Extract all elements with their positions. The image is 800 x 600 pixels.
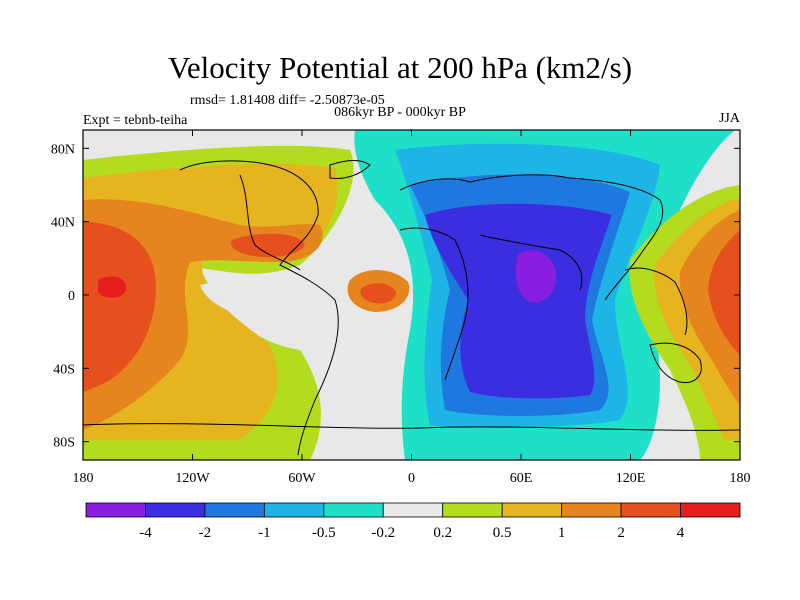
y-axis: 80N 40N 0 40S 80S	[51, 142, 740, 451]
x-tick-label: 180	[73, 471, 94, 486]
colorbar-swatch	[85, 502, 146, 518]
contour-fill	[83, 222, 156, 392]
y-tick-label: 80N	[51, 142, 75, 157]
colorbar: -4 -2 -1 -0.5 -0.2 0.2 0.5 1 2 4	[85, 502, 741, 541]
x-tick-label: 60W	[288, 471, 316, 486]
y-tick-label: 40S	[53, 362, 75, 377]
period-label: 086kyr BP - 000kyr BP	[334, 105, 466, 120]
y-tick-label: 40N	[51, 216, 75, 231]
colorbar-swatch	[204, 502, 265, 518]
colorbar-swatch	[382, 502, 444, 518]
colorbar-label: -0.2	[371, 525, 395, 541]
colorbar-label: -2	[199, 525, 212, 541]
velocity-potential-field	[83, 130, 740, 460]
colorbar-label: -4	[139, 525, 152, 541]
colorbar-label: 0.5	[493, 525, 512, 541]
colorbar-label: 4	[677, 525, 685, 541]
colorbar-swatch	[620, 502, 681, 518]
contour-fill	[98, 276, 127, 298]
colorbar-label: -0.5	[312, 525, 336, 541]
colorbar-swatch	[323, 502, 384, 518]
contour-fill	[515, 250, 557, 303]
x-axis: 180 120W 60W 0 60E 120E 180	[73, 130, 751, 486]
colorbar-swatch	[145, 502, 206, 518]
contour-fill	[200, 281, 330, 335]
rmsd-diff-label: rmsd= 1.81408 diff= -2.50873e-05	[190, 93, 385, 108]
x-tick-label: 0	[408, 471, 415, 486]
colorbar-swatch	[442, 502, 503, 518]
contour-fill	[230, 233, 305, 258]
contour-fill	[360, 283, 396, 304]
x-tick-label: 180	[730, 471, 751, 486]
y-tick-label: 0	[68, 289, 75, 304]
chart-title: Velocity Potential at 200 hPa (km2/s)	[167, 50, 633, 85]
colorbar-label: 2	[617, 525, 625, 541]
colorbar-swatch	[501, 502, 563, 518]
y-tick-label: 80S	[53, 436, 75, 451]
colorbar-swatch	[680, 502, 741, 518]
experiment-label: Expt = tebnb-teiha	[83, 113, 188, 128]
season-label: JJA	[718, 111, 740, 126]
colorbar-label: 1	[558, 525, 566, 541]
colorbar-swatch	[561, 502, 622, 518]
contour-fill	[708, 230, 740, 355]
colorbar-label: 0.2	[433, 525, 452, 541]
x-tick-label: 60E	[510, 471, 533, 486]
x-tick-label: 120W	[175, 471, 210, 486]
colorbar-swatch	[263, 502, 325, 518]
x-tick-label: 120E	[616, 471, 646, 486]
coastlines	[83, 160, 740, 456]
colorbar-label: -1	[258, 525, 271, 541]
